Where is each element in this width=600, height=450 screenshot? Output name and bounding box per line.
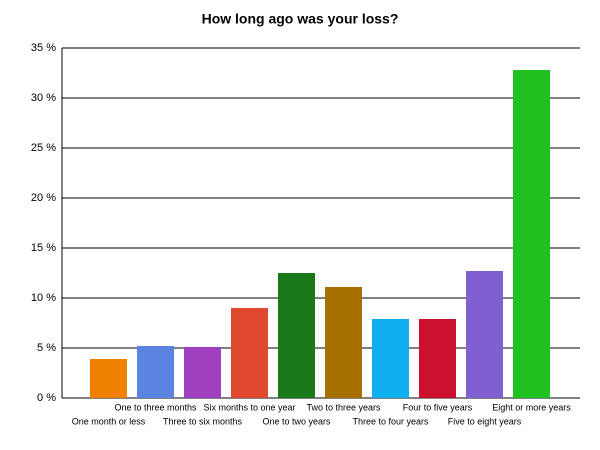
- y-tick-label: 0 %: [37, 392, 56, 404]
- bar: [372, 319, 409, 398]
- x-tick-label: One month or less: [72, 416, 146, 426]
- bar: [466, 271, 503, 398]
- bar: [419, 319, 456, 398]
- y-tick-label: 35 %: [31, 42, 56, 54]
- y-tick-label: 25 %: [31, 142, 56, 154]
- bar: [513, 70, 550, 398]
- bar: [137, 346, 174, 398]
- bar: [231, 308, 268, 398]
- x-tick-label: Two to three years: [306, 402, 381, 412]
- x-tick-label: Eight or more years: [492, 402, 571, 412]
- y-tick-label: 15 %: [31, 242, 56, 254]
- x-tick-label: Three to four years: [352, 416, 429, 426]
- y-tick-label: 10 %: [31, 292, 56, 304]
- y-tick-label: 20 %: [31, 192, 56, 204]
- bar: [325, 287, 362, 398]
- y-tick-label: 5 %: [37, 342, 56, 354]
- chart-title: How long ago was your loss?: [202, 11, 399, 27]
- x-tick-label: Five to eight years: [448, 416, 522, 426]
- bar: [90, 359, 127, 398]
- bar: [278, 273, 315, 398]
- bar: [184, 347, 221, 398]
- x-tick-label: Three to six months: [163, 416, 243, 426]
- y-tick-label: 30 %: [31, 92, 56, 104]
- x-tick-label: One to three months: [114, 402, 197, 412]
- x-tick-label: Four to five years: [403, 402, 473, 412]
- x-tick-label: Six months to one year: [203, 402, 295, 412]
- x-tick-label: One to two years: [262, 416, 331, 426]
